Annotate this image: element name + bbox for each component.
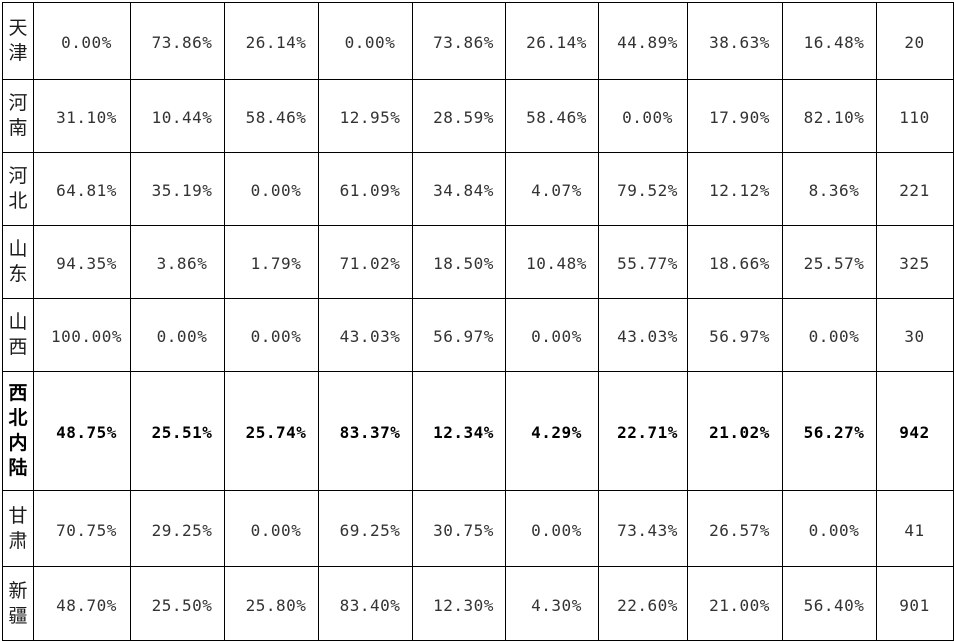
row-label: 河南: [2, 79, 34, 153]
value-cell: 58.46%: [224, 79, 319, 153]
value-cell: 29.25%: [130, 490, 225, 567]
value-cell: 79.52%: [598, 152, 688, 226]
value-cell: 22.60%: [598, 566, 688, 641]
value-cell: 1.79%: [224, 225, 319, 299]
row-label: 山西: [2, 298, 34, 372]
row-label: 河北: [2, 152, 34, 226]
value-cell: 30.75%: [412, 490, 506, 567]
table-row: 山西 100.00% 0.00% 0.00% 43.03% 56.97% 0.00% 43.0…: [2, 298, 954, 372]
value-cell: 26.57%: [687, 490, 783, 567]
value-cell: 0.00%: [224, 152, 319, 226]
value-cell: 4.07%: [505, 152, 599, 226]
value-cell: 10.44%: [130, 79, 225, 153]
value-cell: 0.00%: [33, 2, 131, 80]
value-cell: 942: [876, 371, 954, 491]
value-cell: 43.03%: [318, 298, 413, 372]
value-cell: 0.00%: [782, 298, 877, 372]
value-cell: 48.70%: [33, 566, 131, 641]
value-cell: 12.34%: [412, 371, 506, 491]
value-cell: 10.48%: [505, 225, 599, 299]
value-cell: 18.66%: [687, 225, 783, 299]
value-cell: 0.00%: [505, 298, 599, 372]
table-row: 甘肃 70.75% 29.25% 0.00% 69.25% 30.75% 0.00% 73.4…: [2, 490, 954, 567]
value-cell: 64.81%: [33, 152, 131, 226]
value-cell: 28.59%: [412, 79, 506, 153]
value-cell: 48.75%: [33, 371, 131, 491]
table-row: 河南 31.10% 10.44% 58.46% 12.95% 28.59% 58.46% 0.…: [2, 79, 954, 153]
value-cell: 43.03%: [598, 298, 688, 372]
value-cell: 0.00%: [318, 2, 413, 80]
value-cell: 61.09%: [318, 152, 413, 226]
value-cell: 94.35%: [33, 225, 131, 299]
value-cell: 25.51%: [130, 371, 225, 491]
value-cell: 41: [876, 490, 954, 567]
value-cell: 82.10%: [782, 79, 877, 153]
value-cell: 12.30%: [412, 566, 506, 641]
value-cell: 25.80%: [224, 566, 319, 641]
value-cell: 26.14%: [224, 2, 319, 80]
row-label: 西北内陆: [2, 371, 34, 491]
value-cell: 0.00%: [224, 298, 319, 372]
value-cell: 73.86%: [412, 2, 506, 80]
value-cell: 3.86%: [130, 225, 225, 299]
value-cell: 30: [876, 298, 954, 372]
row-label: 山东: [2, 225, 34, 299]
value-cell: 25.74%: [224, 371, 319, 491]
value-cell: 34.84%: [412, 152, 506, 226]
value-cell: 0.00%: [224, 490, 319, 567]
value-cell: 69.25%: [318, 490, 413, 567]
value-cell: 17.90%: [687, 79, 783, 153]
table-row: 山东 94.35% 3.86% 1.79% 71.02% 18.50% 10.48% 55.7…: [2, 225, 954, 299]
value-cell: 0.00%: [782, 490, 877, 567]
value-cell: 0.00%: [505, 490, 599, 567]
row-label: 甘肃: [2, 490, 34, 567]
value-cell: 4.30%: [505, 566, 599, 641]
value-cell: 73.43%: [598, 490, 688, 567]
value-cell: 25.57%: [782, 225, 877, 299]
value-cell: 12.12%: [687, 152, 783, 226]
value-cell: 83.40%: [318, 566, 413, 641]
value-cell: 221: [876, 152, 954, 226]
value-cell: 56.97%: [687, 298, 783, 372]
row-label: 新疆: [2, 566, 34, 641]
value-cell: 83.37%: [318, 371, 413, 491]
table-row: 新疆 48.70% 25.50% 25.80% 83.40% 12.30% 4.30% 22.…: [2, 566, 954, 641]
value-cell: 8.36%: [782, 152, 877, 226]
value-cell: 21.00%: [687, 566, 783, 641]
value-cell: 22.71%: [598, 371, 688, 491]
table-row: 西北内陆 48.75% 25.51% 25.74% 83.37% 12.34% 4.29% 2…: [2, 371, 954, 491]
value-cell: 56.97%: [412, 298, 506, 372]
value-cell: 21.02%: [687, 371, 783, 491]
value-cell: 901: [876, 566, 954, 641]
value-cell: 38.63%: [687, 2, 783, 80]
value-cell: 0.00%: [598, 79, 688, 153]
value-cell: 18.50%: [412, 225, 506, 299]
row-label: 天津: [2, 2, 34, 80]
value-cell: 55.77%: [598, 225, 688, 299]
value-cell: 73.86%: [130, 2, 225, 80]
value-cell: 0.00%: [130, 298, 225, 372]
value-cell: 56.27%: [782, 371, 877, 491]
value-cell: 31.10%: [33, 79, 131, 153]
value-cell: 12.95%: [318, 79, 413, 153]
table-row: 天津 0.00% 73.86% 26.14% 0.00% 73.86% 26.14% 44.8…: [2, 2, 954, 80]
value-cell: 16.48%: [782, 2, 877, 80]
value-cell: 100.00%: [33, 298, 131, 372]
value-cell: 325: [876, 225, 954, 299]
value-cell: 35.19%: [130, 152, 225, 226]
value-cell: 25.50%: [130, 566, 225, 641]
value-cell: 71.02%: [318, 225, 413, 299]
value-cell: 56.40%: [782, 566, 877, 641]
value-cell: 110: [876, 79, 954, 153]
value-cell: 58.46%: [505, 79, 599, 153]
value-cell: 20: [876, 2, 954, 80]
table-row: 河北 64.81% 35.19% 0.00% 61.09% 34.84% 4.07% 79.5…: [2, 152, 954, 226]
value-cell: 26.14%: [505, 2, 599, 80]
value-cell: 70.75%: [33, 490, 131, 567]
value-cell: 44.89%: [598, 2, 688, 80]
value-cell: 4.29%: [505, 371, 599, 491]
